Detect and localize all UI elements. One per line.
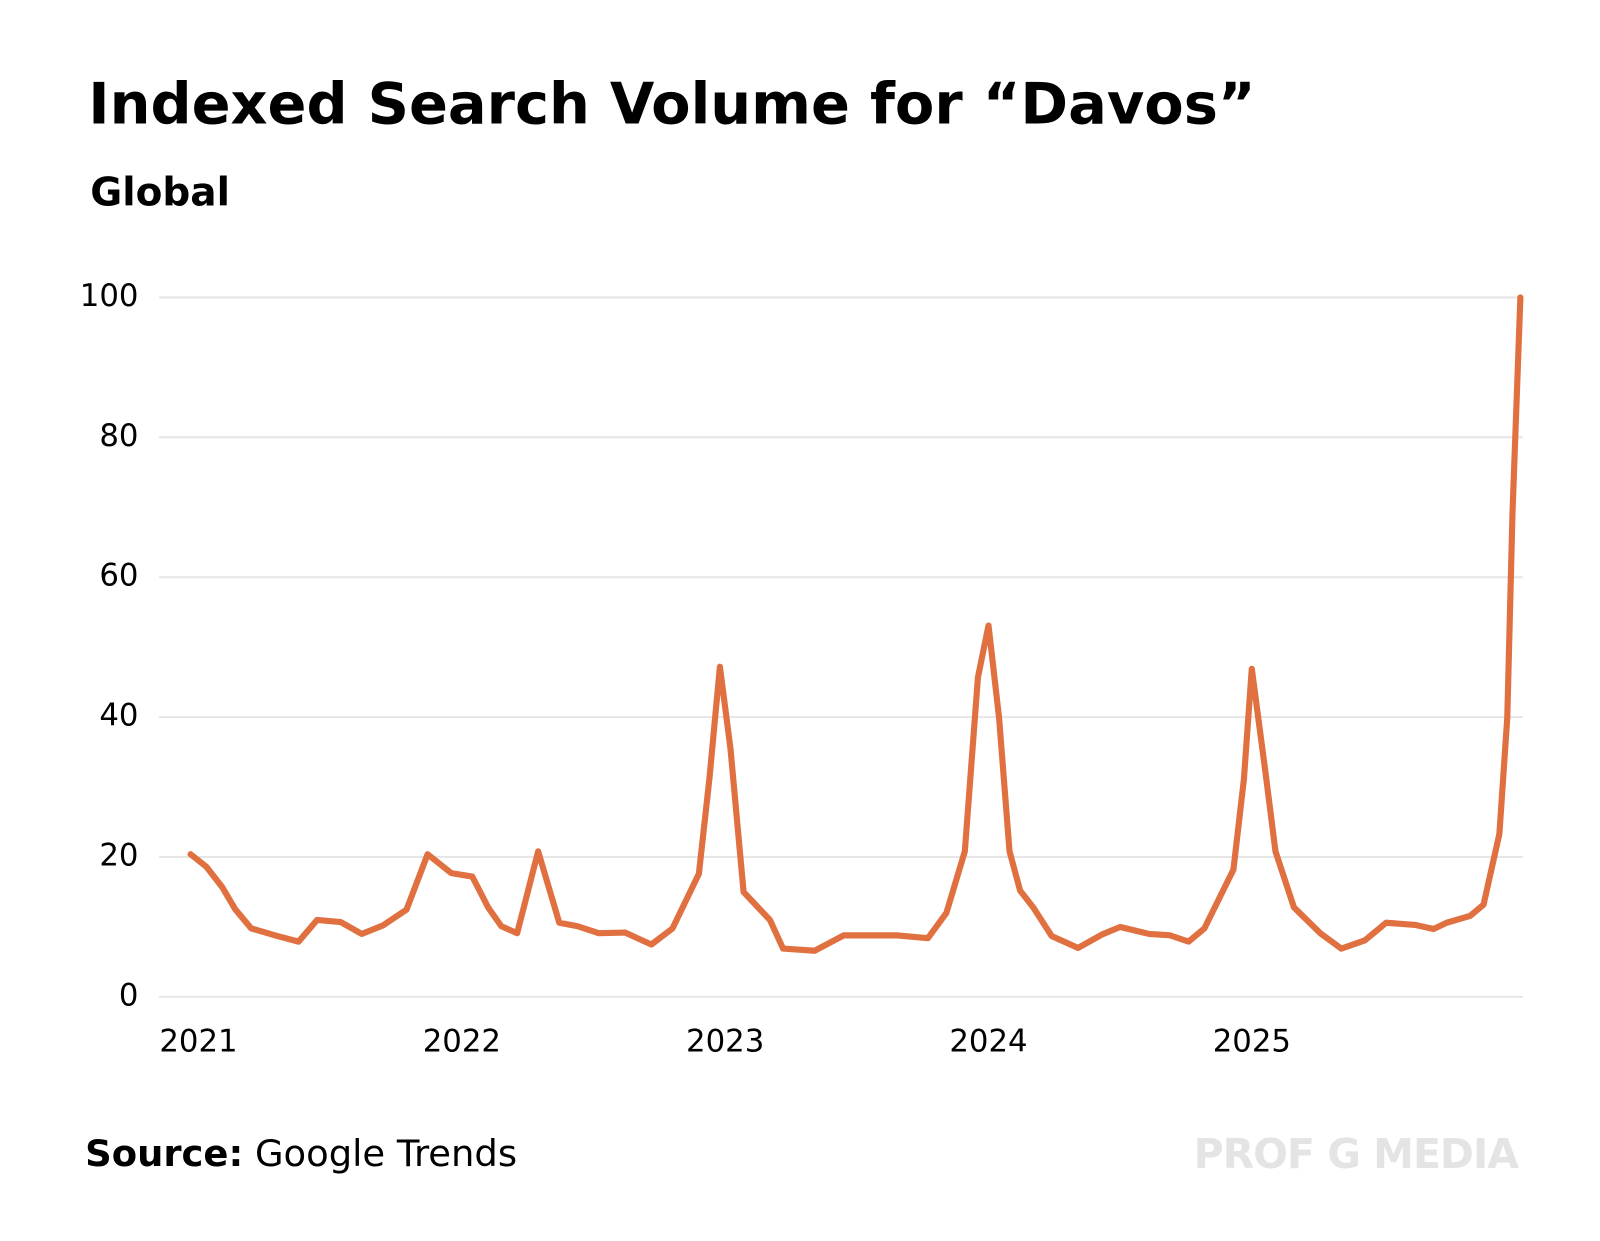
y-tick-label: 40 — [99, 698, 138, 734]
y-tick-label: 20 — [99, 838, 138, 874]
y-tick-label: 100 — [80, 278, 139, 314]
x-tick-label: 2023 — [686, 1024, 764, 1060]
y-tick-label: 80 — [99, 418, 138, 454]
x-tick-label: 2025 — [1213, 1024, 1291, 1060]
chart-subtitle: Global — [90, 170, 230, 215]
y-tick-label: 0 — [119, 977, 139, 1013]
x-tick-label: 2021 — [159, 1024, 237, 1060]
source-label: Source: — [85, 1131, 243, 1174]
y-tick-label: 60 — [99, 558, 138, 594]
source: Source: Google Trends — [85, 1131, 517, 1174]
watermark: PROF G MEDIA — [1194, 1130, 1520, 1178]
chart-title: Indexed Search Volume for “Davos” — [88, 70, 1255, 137]
data-line — [187, 294, 1524, 954]
x-tick-label: 2022 — [423, 1024, 501, 1060]
x-tick-label: 2024 — [949, 1024, 1027, 1060]
source-text: Google Trends — [255, 1131, 517, 1174]
